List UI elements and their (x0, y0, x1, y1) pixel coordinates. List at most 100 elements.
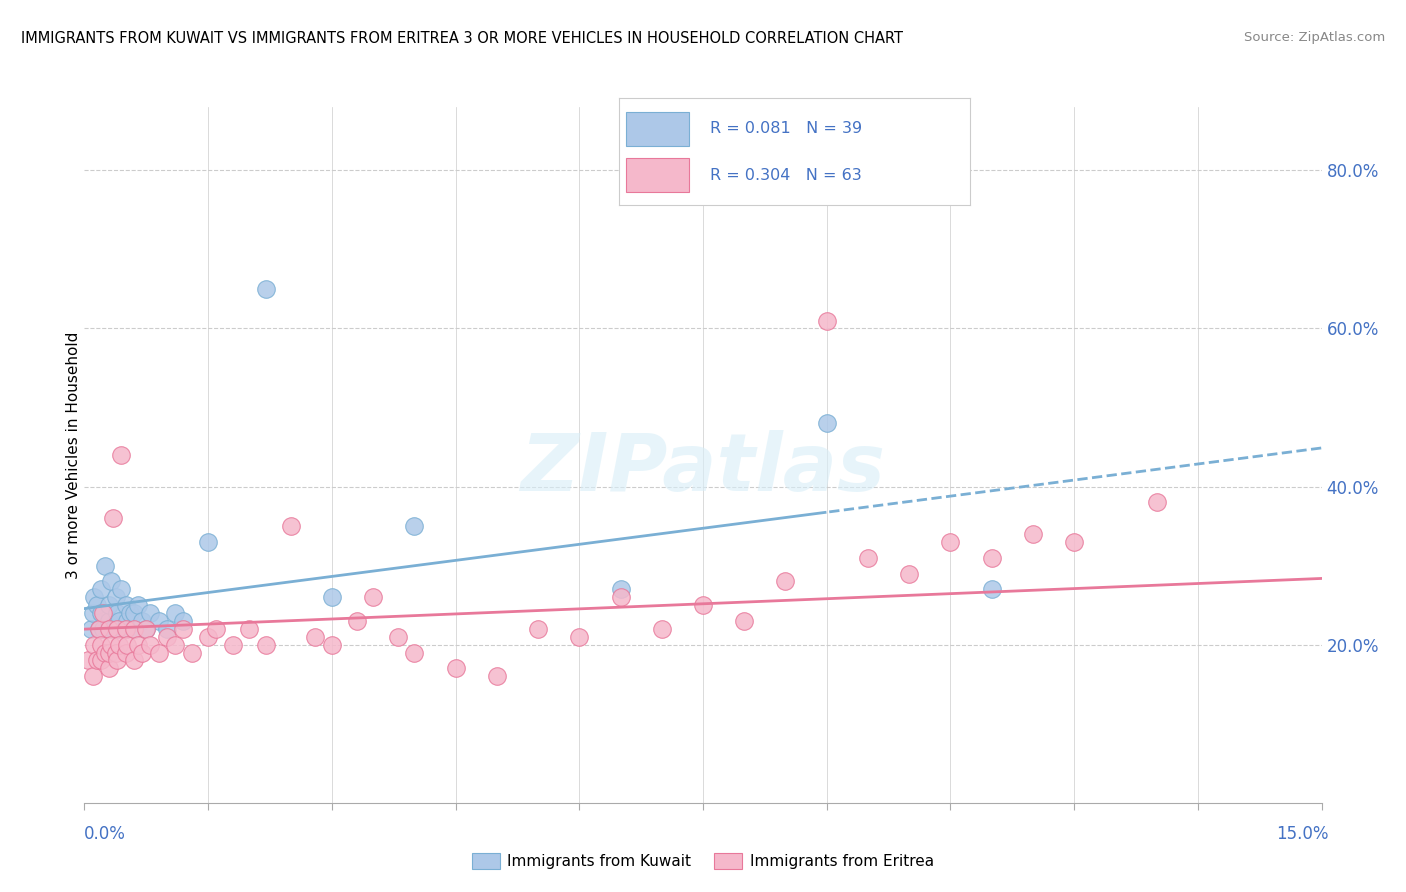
Point (197, 534, 219, 549)
Point (775, 574, 797, 589)
Point (86, 653, 108, 667)
Point (444, 661, 467, 675)
Point (238, 622, 260, 636)
Point (254, 282, 277, 296)
Point (105, 606, 128, 620)
Point (104, 646, 127, 660)
Point (254, 638, 277, 652)
Point (404, 519, 426, 533)
Point (815, 417, 838, 431)
Point (485, 669, 508, 683)
Point (122, 653, 145, 667)
Point (77, 653, 100, 667)
Point (90, 653, 112, 667)
Point (91, 622, 114, 636)
Point (80, 622, 103, 636)
Point (90, 638, 112, 652)
Point (609, 582, 631, 597)
Legend: Immigrants from Kuwait, Immigrants from Eritrea: Immigrants from Kuwait, Immigrants from … (467, 847, 939, 875)
Point (105, 622, 128, 636)
Point (148, 646, 170, 660)
Point (156, 630, 179, 644)
Point (165, 638, 187, 652)
Point (82, 606, 104, 620)
Point (86, 598, 108, 612)
Point (280, 519, 302, 533)
Point (100, 638, 122, 652)
Point (180, 646, 202, 660)
Point (222, 638, 245, 652)
Point (172, 622, 194, 636)
Point (148, 614, 170, 628)
Point (105, 622, 128, 636)
Point (197, 630, 219, 644)
Point (387, 630, 409, 644)
Point (321, 638, 343, 652)
Point (94, 558, 117, 573)
Point (856, 550, 879, 565)
Point (527, 622, 550, 636)
Point (89, 622, 111, 636)
Point (815, 313, 838, 327)
Point (122, 606, 145, 620)
Text: ZIPatlas: ZIPatlas (520, 430, 886, 508)
Point (114, 598, 136, 612)
Text: Source: ZipAtlas.com: Source: ZipAtlas.com (1244, 31, 1385, 45)
Point (980, 550, 1002, 565)
Point (568, 630, 591, 644)
Bar (626, 112, 689, 146)
Point (346, 614, 368, 628)
Point (98, 661, 121, 675)
Point (83, 591, 105, 605)
Point (135, 622, 157, 636)
Text: R = 0.304   N = 63: R = 0.304 N = 63 (710, 168, 862, 183)
Point (939, 534, 962, 549)
Point (139, 638, 162, 652)
Point (609, 591, 631, 605)
Point (139, 606, 162, 620)
Point (108, 614, 131, 628)
Point (114, 622, 136, 636)
Point (118, 606, 141, 620)
Point (304, 630, 326, 644)
Point (100, 574, 122, 589)
Point (131, 646, 153, 660)
Point (91, 606, 114, 620)
Point (98, 614, 121, 628)
Point (122, 622, 145, 636)
Point (122, 622, 145, 636)
Point (980, 582, 1002, 597)
Point (103, 511, 125, 525)
Point (692, 598, 714, 612)
Point (321, 591, 343, 605)
Point (898, 566, 921, 581)
Point (103, 622, 125, 636)
Y-axis label: 3 or more Vehicles in Household: 3 or more Vehicles in Household (66, 331, 80, 579)
Point (117, 614, 139, 628)
Point (131, 614, 153, 628)
Text: IMMIGRANTS FROM KUWAIT VS IMMIGRANTS FROM ERITREA 3 OR MORE VEHICLES IN HOUSEHOL: IMMIGRANTS FROM KUWAIT VS IMMIGRANTS FRO… (21, 31, 903, 46)
Point (127, 638, 149, 652)
Point (1063, 534, 1085, 549)
Point (98, 646, 121, 660)
Bar (626, 158, 689, 193)
Point (98, 622, 121, 636)
Point (205, 622, 228, 636)
Point (114, 622, 136, 636)
Point (98, 598, 121, 612)
Point (1146, 495, 1168, 509)
Point (90, 582, 112, 597)
Point (733, 614, 755, 628)
Point (114, 646, 136, 660)
Point (165, 606, 187, 620)
Point (651, 622, 673, 636)
Point (172, 614, 194, 628)
Point (110, 448, 132, 462)
Point (361, 591, 384, 605)
Point (89, 622, 111, 636)
Point (83, 638, 105, 652)
Point (156, 622, 179, 636)
Text: 15.0%: 15.0% (1277, 825, 1329, 843)
Point (127, 598, 149, 612)
Point (90, 606, 112, 620)
